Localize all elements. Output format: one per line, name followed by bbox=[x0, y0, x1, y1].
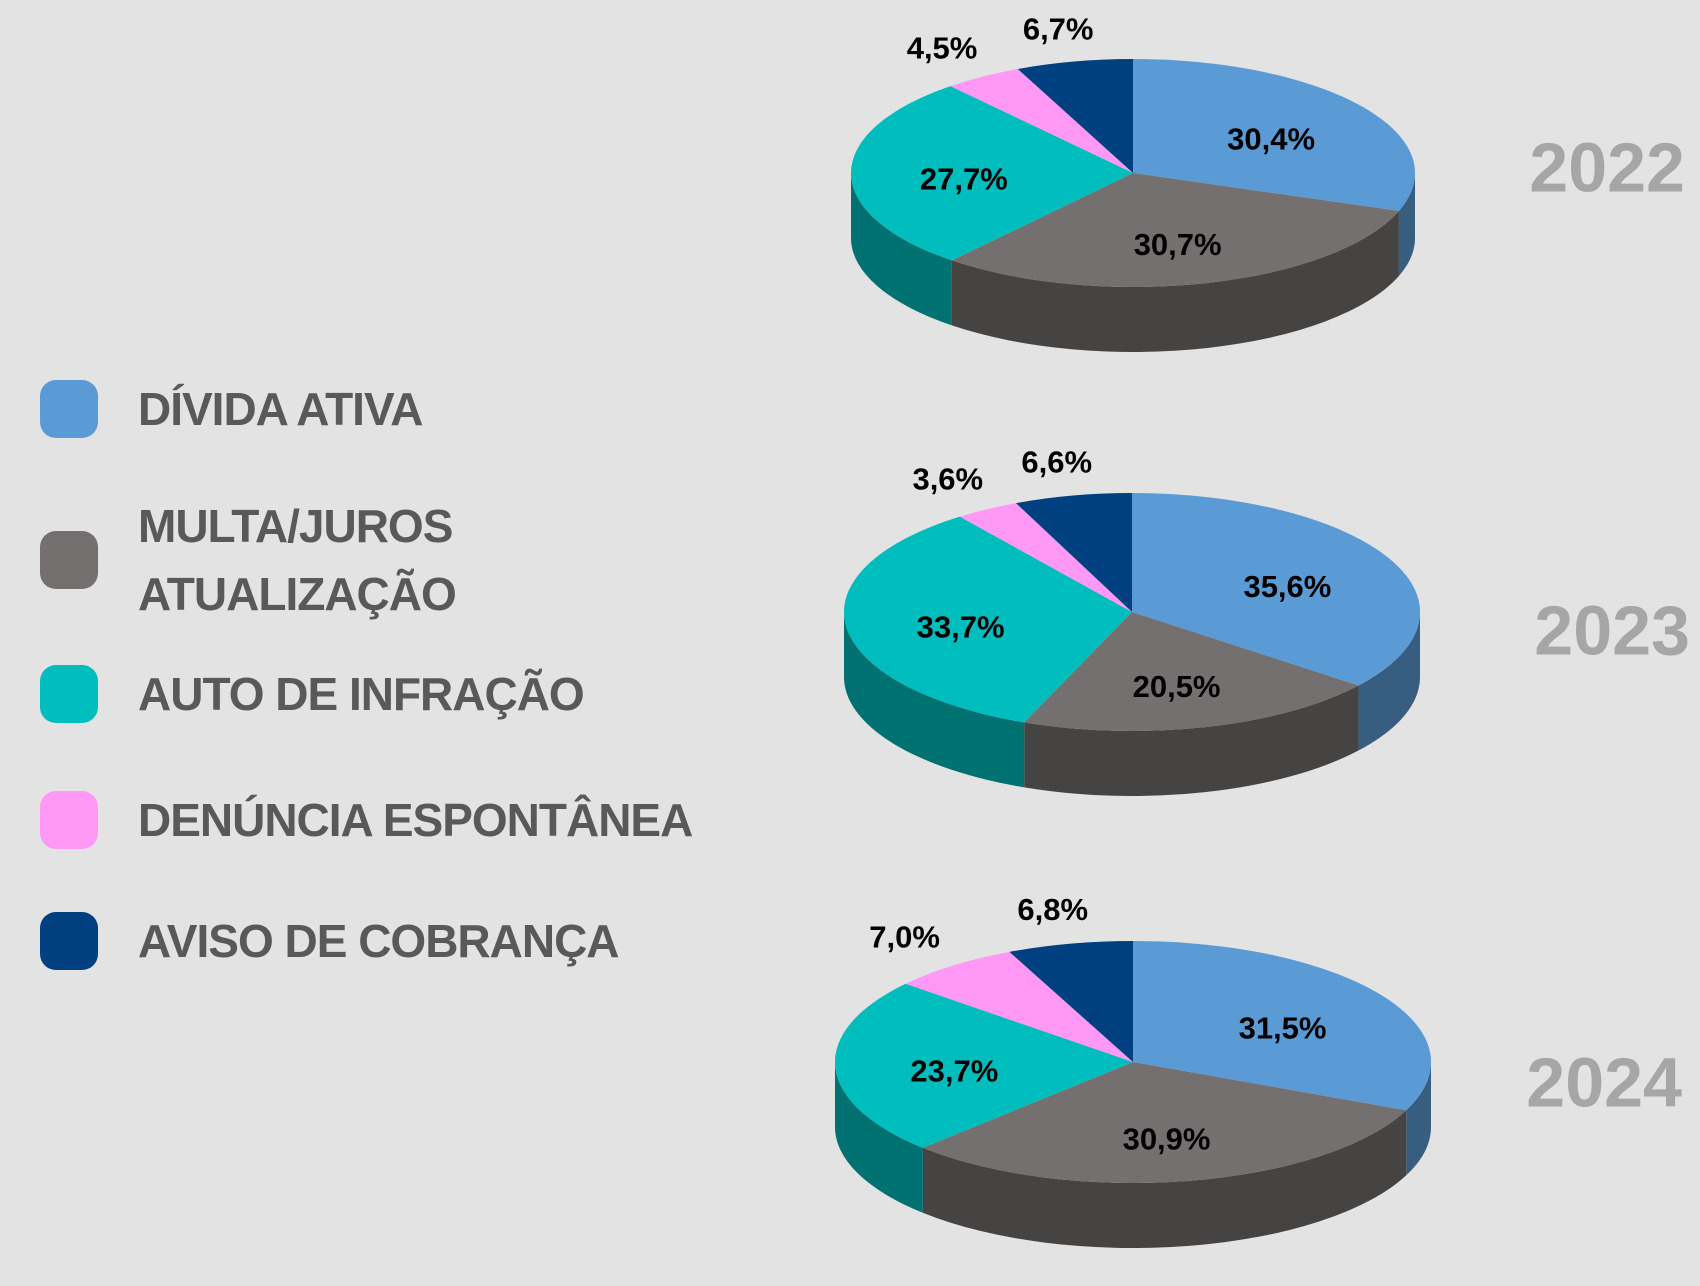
data-label: 6,8% bbox=[1017, 892, 1088, 927]
data-label: 20,5% bbox=[1133, 669, 1221, 704]
chart-title: 2024 bbox=[1526, 1043, 1682, 1121]
data-label: 30,7% bbox=[1134, 227, 1222, 262]
data-label: 3,6% bbox=[912, 462, 983, 497]
data-label: 33,7% bbox=[917, 609, 1005, 644]
pie-side bbox=[951, 210, 1399, 352]
pie-slice bbox=[1009, 941, 1133, 1062]
legend-swatch bbox=[40, 380, 98, 438]
legend-label: DENÚNCIA ESPONTÂNEA bbox=[138, 794, 693, 846]
pie-slice bbox=[1015, 493, 1132, 612]
legend-swatch bbox=[40, 912, 98, 970]
legend-item: DÍVIDA ATIVA bbox=[40, 375, 758, 443]
data-label: 23,7% bbox=[910, 1053, 998, 1088]
data-label: 6,7% bbox=[1023, 12, 1094, 47]
legend-label: AUTO DE INFRAÇÃO bbox=[138, 668, 585, 720]
legend-item: AVISO DE COBRANÇA bbox=[40, 907, 758, 975]
legend-label: AVISO DE COBRANÇA bbox=[138, 915, 620, 967]
pie-slice bbox=[835, 983, 1133, 1148]
legend-item: DENÚNCIA ESPONTÂNEA bbox=[40, 786, 758, 854]
legend-label: MULTA/JUROS ATUALIZAÇÃO bbox=[138, 500, 457, 620]
data-label: 30,9% bbox=[1123, 1121, 1211, 1156]
legend-swatch bbox=[40, 531, 98, 589]
pie-slice bbox=[1133, 59, 1415, 211]
data-label: 30,4% bbox=[1227, 122, 1315, 157]
pie-slice bbox=[1132, 493, 1420, 686]
pie-slice bbox=[1024, 612, 1359, 731]
pie-side bbox=[1406, 1062, 1431, 1176]
data-label: 35,6% bbox=[1243, 569, 1331, 604]
pie-side bbox=[844, 612, 1025, 788]
pie-slice bbox=[905, 951, 1133, 1062]
data-label: 27,7% bbox=[920, 161, 1008, 196]
pie-slice bbox=[922, 1062, 1407, 1184]
data-label: 31,5% bbox=[1239, 1010, 1327, 1045]
chart-title: 2022 bbox=[1529, 128, 1685, 206]
data-label: 4,5% bbox=[907, 31, 978, 66]
pie-side bbox=[1358, 612, 1420, 751]
legend-label: DÍVIDA ATIVA bbox=[138, 383, 423, 435]
pie-slice bbox=[959, 503, 1132, 612]
data-label: 7,0% bbox=[869, 920, 940, 955]
pie-side bbox=[851, 173, 952, 326]
pie-slice bbox=[950, 68, 1133, 173]
pie-slice bbox=[850, 86, 1133, 261]
pie-slice bbox=[1133, 941, 1431, 1111]
pie-side bbox=[1024, 685, 1359, 796]
pie-side bbox=[835, 1062, 923, 1213]
data-label: 6,6% bbox=[1021, 444, 1092, 479]
pie-slice bbox=[1017, 59, 1133, 173]
pie-slice bbox=[843, 516, 1132, 723]
pie-side bbox=[922, 1110, 1407, 1248]
legend-item: MULTA/JUROS ATUALIZAÇÃO bbox=[40, 492, 518, 628]
pie-side bbox=[1398, 173, 1415, 276]
chart-title: 2023 bbox=[1534, 591, 1690, 669]
pie-slice bbox=[951, 173, 1399, 287]
legend-item: AUTO DE INFRAÇÃO bbox=[40, 660, 758, 728]
legend-swatch bbox=[40, 665, 98, 723]
legend-swatch bbox=[40, 791, 98, 849]
